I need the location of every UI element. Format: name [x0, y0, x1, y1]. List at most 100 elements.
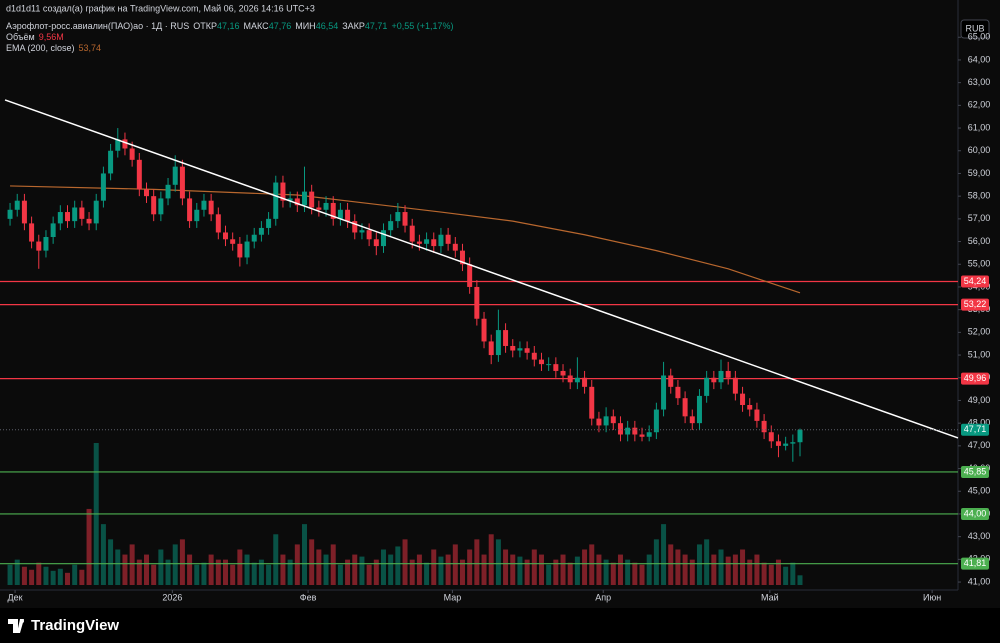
volume-bar — [740, 549, 746, 585]
volume-bar — [65, 572, 71, 585]
volume-bar — [36, 562, 42, 585]
candle-body — [280, 182, 286, 201]
candle-body — [510, 345, 516, 351]
volume-bar — [201, 562, 207, 585]
candle-body — [100, 173, 106, 201]
candle-body — [215, 214, 221, 233]
volume-bar — [366, 564, 372, 585]
trendline — [4, 99, 959, 439]
volume-bar — [208, 554, 214, 585]
volume-bar — [43, 566, 49, 585]
candle-body — [696, 395, 702, 424]
candle-body — [639, 434, 645, 437]
ohlc-label: МИН — [295, 21, 315, 31]
ohlc-label: ОТКР — [193, 21, 217, 31]
candle-body — [424, 239, 430, 244]
candle-body — [144, 189, 150, 197]
y-tick-label: 57,00 — [968, 213, 991, 223]
logo-icon — [8, 619, 24, 633]
candle-body — [517, 348, 523, 351]
volume-bar — [797, 575, 803, 585]
candle-body — [495, 330, 501, 356]
volume-bar — [488, 534, 494, 585]
ema-label: EMA (200, close) — [6, 43, 75, 53]
x-tick-label: Июн — [923, 592, 941, 602]
currency-button[interactable] — [960, 19, 990, 39]
y-tick-label: 43,00 — [968, 531, 991, 541]
candle-body — [287, 198, 293, 201]
y-tick-label: 41,00 — [968, 576, 991, 586]
volume-bar — [100, 524, 106, 585]
volume-bar — [445, 554, 451, 585]
volume-bar — [574, 556, 580, 585]
candle-body — [373, 239, 379, 247]
volume-bar — [187, 554, 193, 585]
candle-body — [309, 191, 315, 208]
candle-body — [560, 370, 566, 376]
candle-body — [596, 418, 602, 426]
candle-body — [553, 364, 559, 371]
volume-bar — [301, 524, 307, 585]
y-tick-label: 63,00 — [968, 77, 991, 87]
volume-bar — [617, 554, 623, 585]
candle-body — [222, 232, 228, 240]
volume-bar — [718, 549, 724, 585]
volume-bar — [129, 544, 135, 585]
volume-bar — [603, 559, 609, 585]
candle-body — [524, 348, 530, 353]
candle-body — [546, 364, 552, 366]
volume-bar — [50, 570, 56, 585]
price-tag-label: 49,96 — [964, 373, 987, 383]
volume-bar — [661, 524, 667, 585]
currency[interactable]: RUB — [965, 23, 984, 33]
volume-bar — [416, 554, 422, 585]
symbol: Аэрофлот-росс.авиалин(ПАО)ао · 1Д · RUS — [6, 21, 189, 31]
volume-bar — [230, 564, 236, 585]
candle-body — [388, 221, 394, 231]
y-tick-label: 47,00 — [968, 440, 991, 450]
candle-body — [266, 218, 272, 228]
candle-body — [21, 200, 27, 224]
volume-bar — [251, 562, 257, 585]
candle-body — [230, 239, 236, 244]
x-tick-label: Мар — [444, 592, 462, 602]
candle-body — [194, 209, 200, 222]
change: +0,55 (+1,17%) — [391, 21, 453, 31]
volume-bar — [503, 549, 509, 585]
candle-body — [481, 318, 487, 342]
candle-body — [503, 330, 509, 346]
volume-bar — [452, 544, 458, 585]
price-tag-label: 47,71 — [964, 424, 987, 434]
candle-body — [538, 359, 544, 365]
candle-body — [187, 198, 193, 222]
symbol-legend: Аэрофлот-росс.авиалин(ПАО)ао · 1Д · RUS О… — [6, 21, 453, 31]
volume-bar — [711, 554, 717, 585]
volume-bar — [258, 559, 264, 585]
candle-body — [201, 200, 207, 210]
y-tick-label: 65,00 — [968, 32, 991, 42]
x-tick-label: Дек — [8, 592, 23, 602]
volume-bar — [323, 554, 329, 585]
volume-bar — [424, 562, 430, 585]
candle-body — [632, 427, 638, 435]
volume-bar — [380, 549, 386, 585]
volume-bar — [696, 544, 702, 585]
volume-bar — [682, 554, 688, 585]
candle-body — [783, 443, 789, 446]
y-tick-label: 48,00 — [968, 418, 991, 428]
price-tag — [961, 298, 989, 311]
candle-body — [574, 377, 580, 383]
ohlc-value: 47,76 — [269, 21, 292, 31]
volume-bar — [21, 566, 27, 585]
volume-bar — [754, 554, 760, 585]
volume-bar — [704, 539, 710, 585]
volume-bar — [589, 544, 595, 585]
candle-body — [129, 148, 135, 160]
candle-body — [467, 264, 473, 287]
candle-body — [366, 230, 372, 240]
volume-bar — [625, 559, 631, 585]
volume-bar — [495, 539, 501, 585]
price-tag-label: 44,00 — [964, 508, 987, 518]
volume-bar — [675, 549, 681, 585]
volume-bar — [179, 539, 185, 585]
